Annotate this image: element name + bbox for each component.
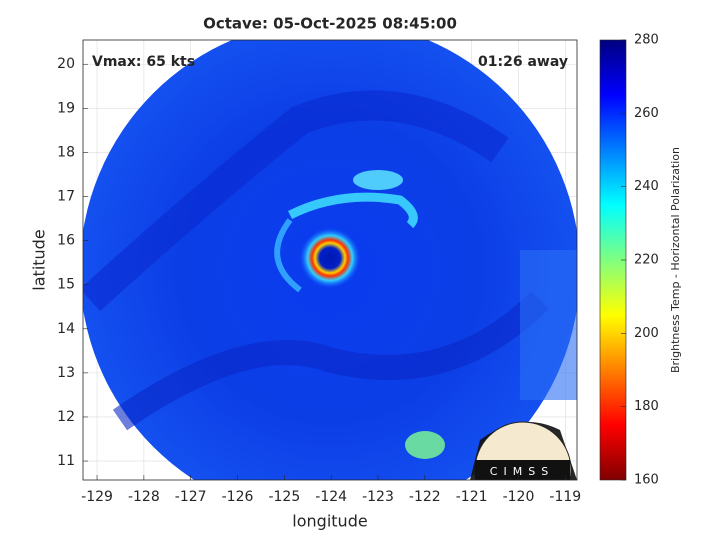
colorbar-tick-label: 220 [634, 253, 659, 268]
logo: CIMSS [474, 421, 572, 480]
chart-title: Octave: 05-Oct-2025 08:45:00 [203, 15, 457, 33]
y-tick-label: 18 [57, 144, 75, 160]
y-tick-label: 20 [57, 56, 75, 72]
y-axis-label: latitude [30, 229, 49, 290]
annotation: Vmax: 65 kts [92, 54, 195, 70]
x-axis-label: longitude [292, 512, 367, 531]
x-tick-label: -126 [222, 489, 254, 505]
x-tick-label: -122 [409, 489, 441, 505]
colorbar-tick-label: 260 [634, 106, 659, 121]
y-tick-label: 16 [57, 233, 75, 249]
logo-text: CIMSS [490, 465, 554, 478]
y-tick-label: 14 [57, 321, 75, 337]
colorbar-tick-label: 180 [634, 399, 659, 414]
y-tick-label: 13 [57, 365, 75, 381]
x-tick-label: -123 [362, 489, 394, 505]
y-tick-label: 19 [57, 100, 75, 116]
x-tick-label: -125 [268, 489, 300, 505]
colorbar-tick-label: 200 [634, 326, 659, 341]
annotation: 01:26 away [478, 54, 568, 70]
x-tick-label: -127 [175, 489, 207, 505]
colorbar-tick-label: 280 [634, 33, 659, 48]
x-tick-label: -124 [315, 489, 347, 505]
x-tick-label: -120 [503, 489, 535, 505]
y-tick-label: 15 [57, 277, 75, 293]
x-tick-label: -129 [81, 489, 113, 505]
x-tick-label: -128 [128, 489, 160, 505]
x-tick-label: -119 [549, 489, 581, 505]
colorbar-tick-label: 240 [634, 179, 659, 194]
axes-box [82, 39, 578, 481]
y-tick-label: 12 [57, 409, 75, 425]
colorbar-label: Brightness Temp - Horizontal Polarizatio… [669, 147, 682, 373]
y-tick-label: 17 [57, 189, 75, 205]
colorbar-tick-label: 160 [634, 473, 659, 488]
x-tick-label: -121 [456, 489, 488, 505]
y-tick-label: 11 [57, 453, 75, 469]
